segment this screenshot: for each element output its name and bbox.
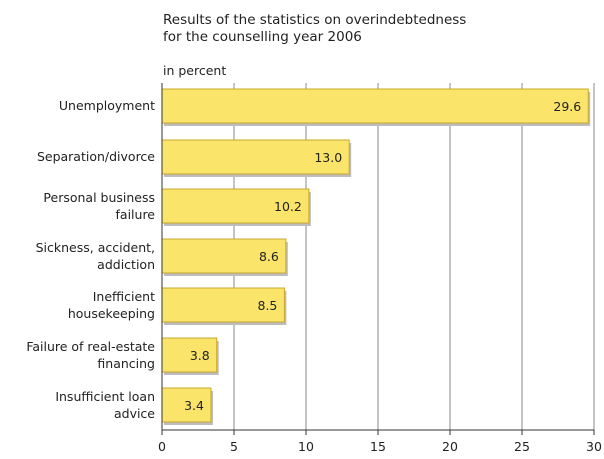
bar <box>161 188 310 224</box>
category-label: Sickness, accident, addiction <box>36 240 155 272</box>
bar-value-label: 10.2 <box>274 199 302 214</box>
category-label-line: failure <box>116 207 156 222</box>
bar-value-label: 29.6 <box>553 99 581 114</box>
tick-labels: 0 5 10 15 20 25 30 <box>158 439 602 454</box>
bar <box>161 238 287 274</box>
x-tick-label: 25 <box>514 439 530 454</box>
x-tick-label: 5 <box>230 439 238 454</box>
category-label: Separation/divorce <box>37 149 155 164</box>
category-label: Inefficient housekeeping <box>68 289 155 321</box>
category-label: Unemployment <box>59 98 155 113</box>
bar <box>161 287 285 323</box>
category-label-line: Sickness, accident, <box>36 240 155 255</box>
category-label: Failure of real-estate financing <box>26 339 155 371</box>
chart-title-line-1: Results of the statistics on overindebte… <box>163 12 466 28</box>
x-tick-label: 20 <box>442 439 458 454</box>
bar-value-label: 8.5 <box>258 298 278 313</box>
category-label: Insufficient loan advice <box>55 389 155 421</box>
chart-title-line-2: for the counselling year 2006 <box>163 29 362 45</box>
category-label-line: Personal business <box>43 190 155 205</box>
bars: 29.6 13.0 10.2 8.6 8.5 3.8 3.4 <box>161 88 591 425</box>
bar-value-label: 13.0 <box>314 150 342 165</box>
category-label-line: Inefficient <box>93 289 155 304</box>
bar-value-label: 3.4 <box>184 398 204 413</box>
category-label-line: housekeeping <box>68 306 155 321</box>
x-tick-label: 15 <box>370 439 386 454</box>
category-labels: Unemployment Separation/divorce Personal b… <box>26 98 155 421</box>
category-label-line: Unemployment <box>59 98 155 113</box>
category-label-line: advice <box>114 406 155 421</box>
bar <box>161 387 212 423</box>
x-tick-label: 10 <box>298 439 314 454</box>
bar-value-label: 8.6 <box>259 249 279 264</box>
grid-lines <box>233 83 595 430</box>
bar <box>161 88 589 124</box>
unit-label: in percent <box>163 63 226 78</box>
category-label: Personal business failure <box>43 190 155 222</box>
category-label-line: Insufficient loan <box>55 389 155 404</box>
bar <box>161 139 350 175</box>
axes <box>161 83 595 435</box>
category-label-line: addiction <box>97 257 155 272</box>
x-tick-label: 30 <box>586 439 602 454</box>
x-tick-label: 0 <box>158 439 166 454</box>
bar-value-label: 3.8 <box>190 348 210 363</box>
category-label-line: Separation/divorce <box>37 149 155 164</box>
category-label-line: Failure of real-estate <box>26 339 155 354</box>
category-label-line: financing <box>97 356 155 371</box>
